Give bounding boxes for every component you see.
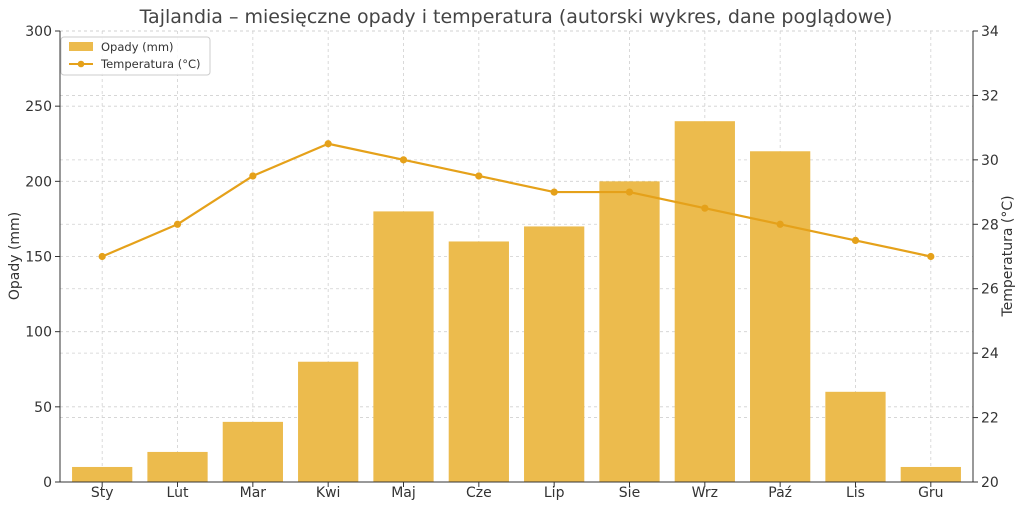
bar-series [72, 121, 961, 483]
y2-tick-label: 30 [981, 153, 999, 169]
legend-label-temperature: Temperatura (°C) [100, 57, 200, 71]
axes: 0 50 100 150 200 250 300 20 22 24 26 28 30 32 34 Sty Lut… [25, 24, 999, 501]
x-tick-label: Lis [846, 485, 865, 501]
temperature-point [475, 172, 483, 180]
legend-bar-swatch [69, 42, 93, 51]
bar [750, 151, 811, 482]
x-tick-label: Gru [918, 485, 943, 501]
bar [373, 211, 434, 482]
temperature-point [927, 252, 935, 261]
y-tick-label: 0 [43, 475, 52, 491]
x-tick-label: Sty [91, 485, 114, 501]
x-tick-label: Maj [391, 485, 416, 501]
x-tick-label: Lip [544, 485, 565, 501]
x-tick-label: Wrz [692, 485, 718, 501]
temperature-point [851, 236, 860, 244]
bar [448, 241, 509, 482]
legend: Opady (mm) Temperatura (°C) [60, 36, 211, 76]
temperature-point [701, 204, 709, 212]
bar [298, 361, 359, 482]
line-series [98, 140, 935, 261]
x-tick-label: Mar [240, 485, 267, 501]
temperature-point [249, 172, 257, 180]
y-axis-label: Opady (mm) [7, 212, 23, 300]
y-tick-label: 200 [25, 174, 52, 190]
legend-box [60, 36, 211, 76]
temperature-point [173, 220, 182, 228]
chart-title: Tajlandia – miesięczne opady i temperatu… [139, 6, 893, 28]
bar [825, 391, 886, 482]
temperature-point [550, 188, 558, 196]
x-tick-label: Sie [619, 485, 640, 501]
bar [72, 466, 133, 482]
bar [900, 466, 961, 482]
x-tick-label: Lut [167, 485, 189, 501]
bar [674, 121, 735, 482]
temperature-point [776, 220, 784, 228]
bar [524, 226, 585, 482]
temperature-point [625, 188, 634, 196]
y-tick-label: 150 [25, 250, 52, 266]
temperature-point [399, 156, 408, 164]
bar [222, 421, 283, 482]
bar [599, 181, 660, 483]
temperature-line [101, 142, 932, 258]
temperature-point [98, 252, 106, 261]
y-tick-label: 100 [25, 325, 52, 341]
x-tick-label: Kwi [316, 485, 341, 501]
y2-tick-label: 24 [981, 346, 999, 362]
y-tick-label: 300 [25, 24, 52, 40]
x-tick-label: Paź [768, 485, 792, 501]
x-tick-label: Cze [466, 485, 492, 501]
y-tick-label: 250 [25, 99, 52, 115]
y2-tick-label: 22 [981, 411, 999, 427]
legend-label-rainfall: Opady (mm) [101, 40, 174, 54]
y2-tick-label: 34 [981, 24, 999, 40]
y2-tick-label: 20 [981, 475, 999, 491]
y2-tick-label: 28 [981, 217, 999, 233]
y-tick-label: 50 [34, 400, 52, 416]
y2-tick-label: 26 [981, 282, 999, 298]
bar [147, 451, 208, 482]
y2-axis-label: Temperatura (°C) [1000, 195, 1016, 317]
y2-tick-label: 32 [981, 88, 999, 104]
legend-line-marker [77, 60, 85, 68]
temperature-point [324, 140, 332, 148]
